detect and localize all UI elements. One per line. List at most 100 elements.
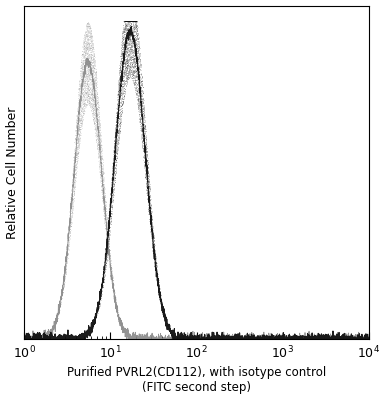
Point xyxy=(130,66,136,73)
Point xyxy=(73,127,79,133)
Point xyxy=(91,62,97,69)
Point xyxy=(112,151,119,157)
Point xyxy=(60,274,66,281)
Point xyxy=(143,143,149,150)
Point xyxy=(123,18,129,25)
Point xyxy=(86,88,92,95)
Point xyxy=(107,247,113,254)
Point xyxy=(98,282,105,289)
Point xyxy=(138,95,144,102)
Point xyxy=(122,61,128,67)
Point xyxy=(128,18,134,25)
Point xyxy=(85,39,91,45)
Point xyxy=(91,53,97,59)
Point xyxy=(99,283,105,290)
Point xyxy=(139,122,145,128)
Point xyxy=(111,297,117,303)
Point xyxy=(87,58,93,65)
Point xyxy=(121,28,127,34)
Point xyxy=(94,133,100,140)
Point xyxy=(118,64,124,70)
Point xyxy=(89,85,95,91)
Point xyxy=(72,156,78,162)
Point xyxy=(108,201,114,208)
Point xyxy=(101,269,107,275)
Point xyxy=(74,114,80,120)
Point xyxy=(90,58,96,65)
Point xyxy=(93,98,99,104)
Point xyxy=(117,95,123,101)
Point xyxy=(131,75,137,81)
Point xyxy=(69,204,76,211)
Point xyxy=(67,233,73,240)
Point xyxy=(95,137,102,144)
Point xyxy=(135,74,142,80)
Point xyxy=(113,120,120,126)
Point xyxy=(106,206,112,212)
Point xyxy=(80,100,86,107)
Point xyxy=(119,80,125,87)
Point xyxy=(148,232,154,239)
Point xyxy=(77,118,83,124)
Point xyxy=(91,117,98,124)
Point xyxy=(114,126,120,132)
Point xyxy=(64,246,70,252)
Point xyxy=(138,109,144,115)
Point xyxy=(110,183,116,190)
Point xyxy=(74,150,80,156)
Point xyxy=(95,130,101,136)
Point xyxy=(101,198,107,204)
Point xyxy=(111,149,117,156)
Point xyxy=(70,186,76,192)
Point xyxy=(79,73,85,80)
Point xyxy=(124,18,130,25)
Point xyxy=(127,34,134,41)
Point xyxy=(121,41,127,47)
Point xyxy=(82,38,88,45)
Point xyxy=(110,192,116,199)
Point xyxy=(108,271,114,278)
Point xyxy=(84,80,90,87)
Point xyxy=(119,113,125,120)
Point xyxy=(104,219,110,226)
Point xyxy=(71,162,77,168)
Point xyxy=(90,82,96,88)
Point xyxy=(93,70,99,77)
Point xyxy=(137,64,143,70)
Point xyxy=(100,170,107,176)
Point xyxy=(139,100,146,107)
Point xyxy=(130,18,137,25)
Point xyxy=(64,246,70,252)
Point xyxy=(71,188,77,194)
Point xyxy=(72,135,78,141)
Point xyxy=(85,62,91,68)
Point xyxy=(74,148,80,154)
Point xyxy=(90,85,96,91)
Point xyxy=(125,18,131,25)
Point xyxy=(132,18,139,25)
Point xyxy=(108,185,114,192)
Point xyxy=(121,28,127,35)
Point xyxy=(115,99,122,106)
Point xyxy=(65,232,71,239)
Point xyxy=(52,322,58,328)
Point xyxy=(147,209,153,215)
Point xyxy=(132,72,138,79)
Point xyxy=(100,270,106,277)
Point xyxy=(91,101,97,107)
Point xyxy=(123,68,129,74)
Point xyxy=(90,322,96,329)
Point xyxy=(85,89,91,96)
Point xyxy=(118,51,124,57)
Point xyxy=(90,98,96,105)
Point xyxy=(130,57,137,64)
Point xyxy=(149,250,156,256)
Point xyxy=(116,88,122,94)
Point xyxy=(132,22,138,28)
Point xyxy=(152,248,158,254)
Point xyxy=(70,163,76,170)
Point xyxy=(139,99,145,105)
Point xyxy=(100,171,106,177)
Point xyxy=(121,72,127,79)
Point xyxy=(157,297,164,304)
